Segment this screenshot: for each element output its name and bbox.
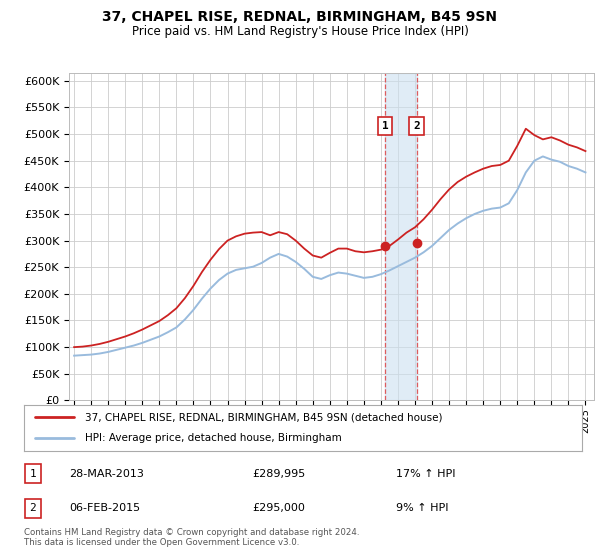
Text: 1: 1 xyxy=(382,121,389,131)
Text: Contains HM Land Registry data © Crown copyright and database right 2024.
This d: Contains HM Land Registry data © Crown c… xyxy=(24,528,359,547)
Text: £289,995: £289,995 xyxy=(252,469,305,479)
Text: £295,000: £295,000 xyxy=(252,503,305,514)
Text: 17% ↑ HPI: 17% ↑ HPI xyxy=(396,469,455,479)
Text: 37, CHAPEL RISE, REDNAL, BIRMINGHAM, B45 9SN: 37, CHAPEL RISE, REDNAL, BIRMINGHAM, B45… xyxy=(103,10,497,24)
Text: 2: 2 xyxy=(29,503,37,514)
Text: HPI: Average price, detached house, Birmingham: HPI: Average price, detached house, Birm… xyxy=(85,433,342,444)
Text: 37, CHAPEL RISE, REDNAL, BIRMINGHAM, B45 9SN (detached house): 37, CHAPEL RISE, REDNAL, BIRMINGHAM, B45… xyxy=(85,412,443,422)
Bar xyxy=(385,73,417,400)
Text: 1: 1 xyxy=(29,469,37,479)
Text: 28-MAR-2013: 28-MAR-2013 xyxy=(69,469,144,479)
Text: 06-FEB-2015: 06-FEB-2015 xyxy=(69,503,140,514)
Text: 9% ↑ HPI: 9% ↑ HPI xyxy=(396,503,449,514)
Text: 2: 2 xyxy=(413,121,420,131)
Text: Price paid vs. HM Land Registry's House Price Index (HPI): Price paid vs. HM Land Registry's House … xyxy=(131,25,469,38)
